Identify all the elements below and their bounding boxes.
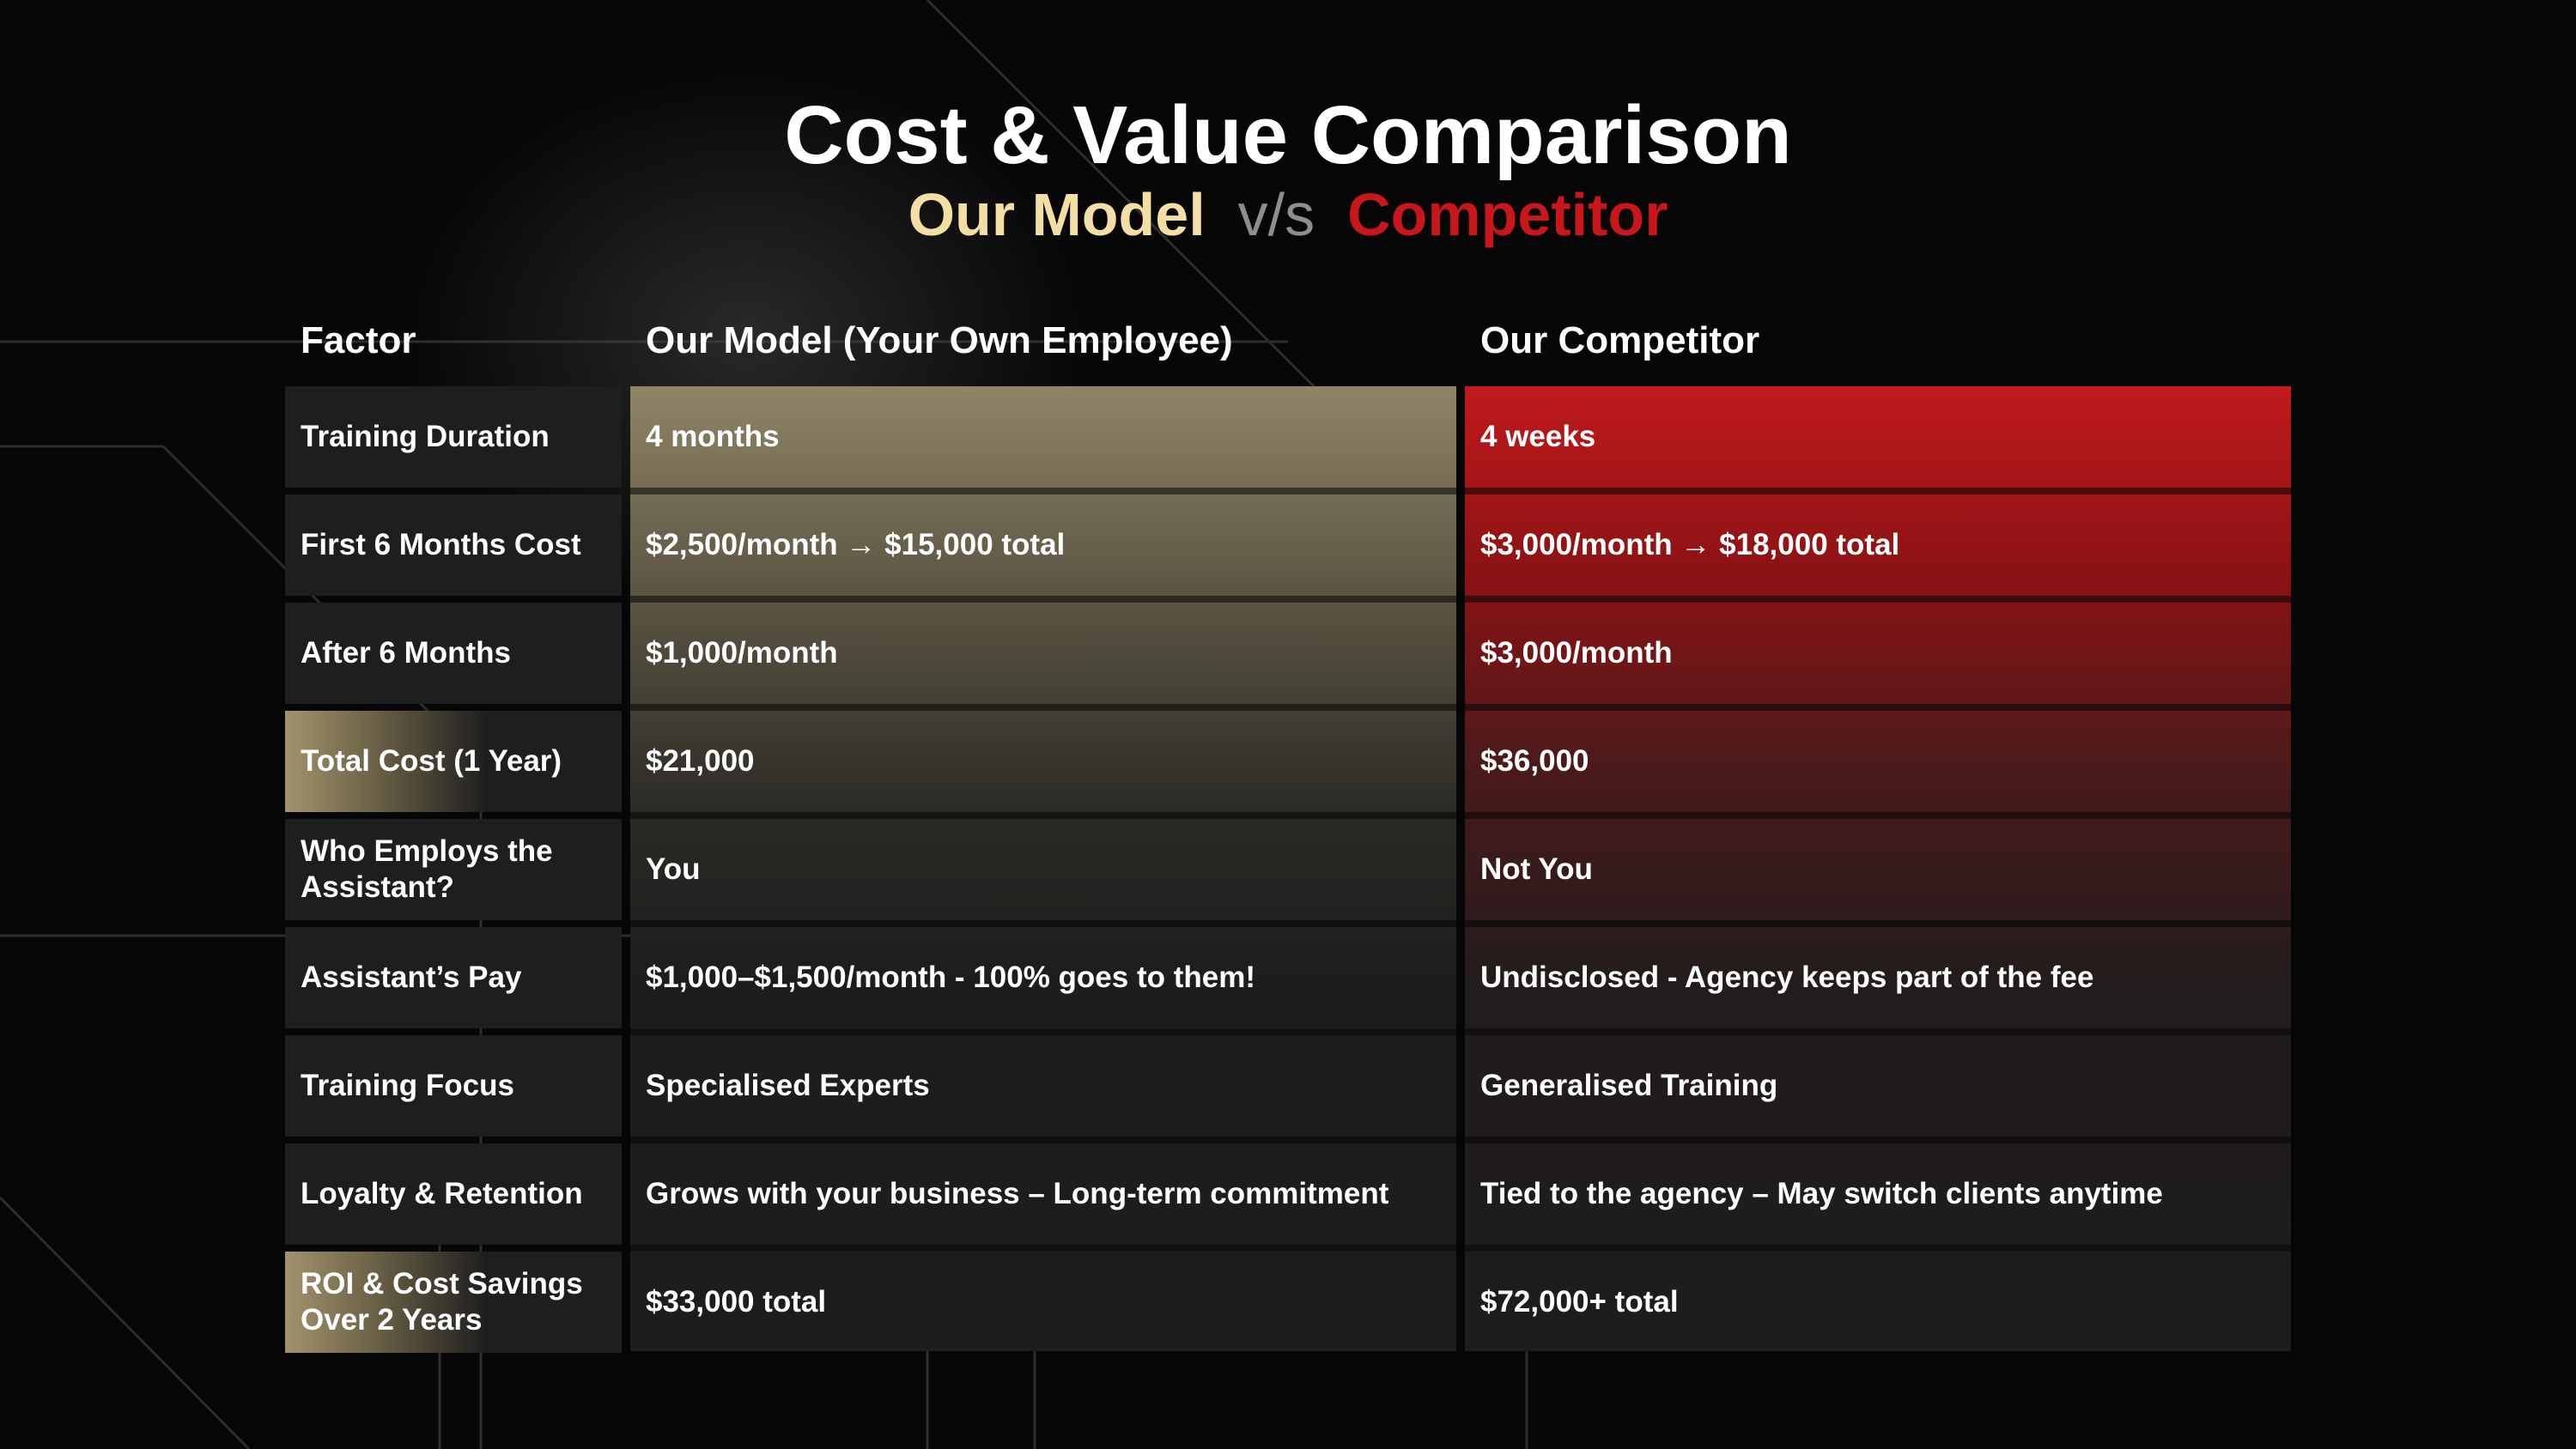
factor-cell: Training Focus xyxy=(285,1035,622,1137)
header-our-model: Our Model (Your Own Employee) xyxy=(646,319,1233,361)
competitor-cell: Tied to the agency – May switch clients … xyxy=(1480,1177,2163,1210)
header-competitor: Our Competitor xyxy=(1480,319,1760,361)
our-model-cell: $21,000 xyxy=(646,744,755,778)
our-model-cell: Specialised Experts xyxy=(646,1069,930,1102)
factor-cell: Loyalty & Retention xyxy=(285,1143,622,1245)
our-model-cell: 4 months xyxy=(646,420,780,453)
competitor-cell: 4 weeks xyxy=(1480,420,1596,453)
our-model-cell: $1,000–$1,500/month - 100% goes to them! xyxy=(646,961,1255,994)
factor-cell: Assistant’s Pay xyxy=(285,927,622,1028)
page-title: Cost & Value Comparison xyxy=(784,89,1792,181)
factor-cell-highlighted: ROI & Cost Savings Over 2 Years xyxy=(285,1252,622,1353)
competitor-cell: $3,000/month → $18,000 total xyxy=(1480,528,1900,561)
competitor-column-background xyxy=(1465,386,2291,1351)
our-model-cell: $1,000/month xyxy=(646,636,838,670)
factor-cell: Who Employs the Assistant? xyxy=(285,819,622,920)
page-subtitle: Our Model v/s Competitor xyxy=(0,176,2576,253)
competitor-cell: $72,000+ total xyxy=(1480,1285,1679,1319)
our-model-cell: $33,000 total xyxy=(646,1285,827,1319)
competitor-cell: $3,000/month xyxy=(1480,636,1673,670)
our-model-cell: You xyxy=(646,852,701,886)
factor-cell-highlighted: Total Cost (1 Year) xyxy=(285,711,622,812)
subtitle-vs: v/s xyxy=(1237,181,1315,248)
our-model-cell: Grows with your business – Long-term com… xyxy=(646,1177,1389,1210)
factor-cell: Training Duration xyxy=(285,386,622,488)
our-model-column-background xyxy=(630,386,1456,1351)
competitor-cell: Not You xyxy=(1480,852,1593,886)
subtitle-our-model: Our Model xyxy=(908,181,1206,248)
competitor-cell: Undisclosed - Agency keeps part of the f… xyxy=(1480,961,2094,994)
header-factor: Factor xyxy=(301,319,416,361)
subtitle-competitor: Competitor xyxy=(1347,181,1668,248)
factor-cell: After 6 Months xyxy=(285,603,622,704)
our-model-cell: $2,500/month → $15,000 total xyxy=(646,528,1066,561)
factor-cell: First 6 Months Cost xyxy=(285,494,622,596)
competitor-cell: Generalised Training xyxy=(1480,1069,1778,1102)
competitor-cell: $36,000 xyxy=(1480,744,1589,778)
